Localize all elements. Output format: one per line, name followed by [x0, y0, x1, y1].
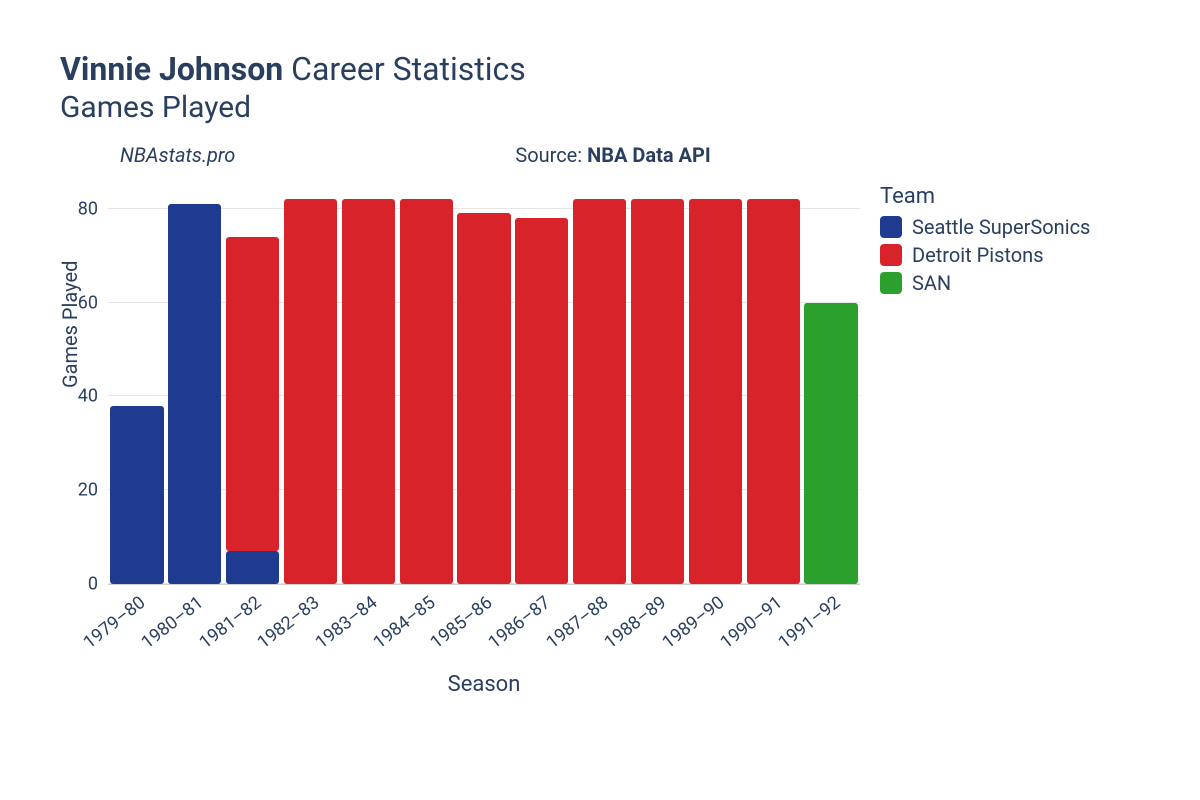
legend-label: SAN: [912, 271, 951, 295]
plot-area: 0204060801979–801980–811981–821982–83198…: [108, 190, 860, 584]
bar: 1983–84: [342, 199, 395, 584]
bar-segment-detroit: [457, 213, 510, 584]
source-prefix: Source:: [515, 143, 587, 167]
x-tick-label: 1983–84: [311, 592, 381, 653]
legend-swatch: [880, 244, 902, 266]
bar: 1987–88: [573, 199, 626, 584]
bar: 1990–91: [747, 199, 800, 584]
legend-swatch: [880, 216, 902, 238]
chart-subtitle: Games Played: [60, 90, 1140, 125]
x-tick-label: 1986–87: [485, 592, 555, 653]
bar-segment-detroit: [400, 199, 453, 584]
player-name: Vinnie Johnson: [60, 50, 283, 88]
bar: 1984–85: [400, 199, 453, 584]
bar-segment-detroit: [747, 199, 800, 584]
y-tick-label: 80: [78, 198, 98, 219]
bar-segment-seattle: [110, 406, 163, 584]
x-tick-label: 1979–80: [80, 592, 150, 653]
bar-segment-detroit: [515, 218, 568, 584]
chart-container: Vinnie Johnson Career Statistics Games P…: [0, 0, 1200, 800]
site-attribution: NBAstats.pro: [120, 143, 235, 167]
bar: 1991–92: [804, 303, 857, 584]
x-tick-label: 1980–81: [138, 592, 208, 653]
x-tick-label: 1984–85: [369, 592, 439, 653]
meta-row: NBAstats.pro Source: NBA Data API: [60, 143, 1140, 167]
bar: 1989–90: [689, 199, 742, 584]
bar-segment-detroit: [284, 199, 337, 584]
legend-item-detroit[interactable]: Detroit Pistons: [880, 243, 1090, 267]
x-tick-label: 1987–88: [543, 592, 613, 653]
bar-segment-seattle: [168, 204, 221, 584]
bar-segment-detroit: [631, 199, 684, 584]
title-suffix: Career Statistics: [283, 50, 526, 88]
y-tick-label: 20: [78, 480, 98, 501]
y-axis-title: Games Played: [58, 261, 82, 388]
bar-segment-san: [804, 303, 857, 584]
legend-label: Detroit Pistons: [912, 243, 1044, 267]
bar-segment-detroit: [226, 237, 279, 551]
y-tick-label: 40: [78, 386, 98, 407]
title-block: Vinnie Johnson Career Statistics Games P…: [60, 50, 1140, 125]
bar: 1988–89: [631, 199, 684, 584]
bar-segment-seattle: [226, 551, 279, 584]
chart-title: Vinnie Johnson Career Statistics: [60, 50, 1140, 88]
x-tick-label: 1988–89: [600, 592, 670, 653]
legend-swatch: [880, 272, 902, 294]
bar-segment-detroit: [573, 199, 626, 584]
source-attribution: Source: NBA Data API: [515, 143, 710, 167]
x-axis-title: Season: [108, 672, 860, 697]
bar-segment-detroit: [689, 199, 742, 584]
legend-item-san[interactable]: SAN: [880, 271, 1090, 295]
y-tick-label: 0: [88, 574, 98, 595]
legend-label: Seattle SuperSonics: [912, 215, 1090, 239]
x-tick-label: 1981–82: [195, 592, 265, 653]
bar: 1985–86: [457, 213, 510, 584]
x-tick-label: 1989–90: [658, 592, 728, 653]
legend: Team Seattle SuperSonics Detroit Pistons S…: [880, 184, 1090, 299]
source-name: NBA Data API: [587, 143, 711, 167]
x-tick-label: 1982–83: [253, 592, 323, 653]
bar: 1982–83: [284, 199, 337, 584]
y-tick-label: 60: [78, 292, 98, 313]
bar: 1979–80: [110, 406, 163, 584]
x-tick-label: 1990–91: [716, 592, 786, 653]
legend-item-seattle[interactable]: Seattle SuperSonics: [880, 215, 1090, 239]
x-tick-label: 1991–92: [774, 592, 844, 653]
legend-title: Team: [880, 184, 1090, 209]
bar: 1980–81: [168, 204, 221, 584]
bar-segment-detroit: [342, 199, 395, 584]
bar: 1986–87: [515, 218, 568, 584]
bar: 1981–82: [226, 237, 279, 584]
x-tick-label: 1985–86: [427, 592, 497, 653]
